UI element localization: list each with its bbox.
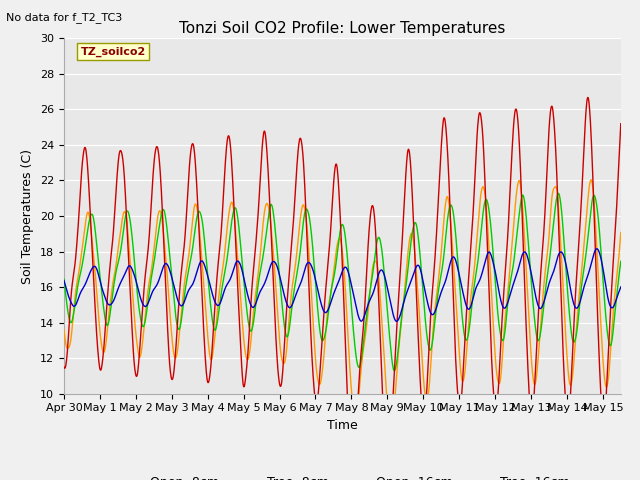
Open -16cm — [390, 368, 398, 373]
Tree -16cm — [271, 260, 279, 265]
Tree -16cm — [221, 287, 228, 293]
Open -8cm — [271, 321, 279, 326]
Tree -8cm — [271, 276, 279, 281]
Open -8cm — [171, 363, 179, 369]
Tree -16cm — [393, 318, 401, 324]
Tree -8cm — [617, 229, 625, 235]
Open -16cm — [160, 207, 168, 213]
Open -16cm — [482, 197, 490, 203]
Tree -16cm — [171, 285, 179, 291]
Title: Tonzi Soil CO2 Profile: Lower Temperatures: Tonzi Soil CO2 Profile: Lower Temperatur… — [179, 21, 506, 36]
Text: No data for f_T2_TC3: No data for f_T2_TC3 — [6, 12, 123, 23]
Text: TZ_soilco2: TZ_soilco2 — [81, 47, 146, 57]
Line: Open -8cm: Open -8cm — [64, 97, 621, 468]
Open -8cm — [617, 121, 625, 127]
Tree -8cm — [387, 432, 394, 437]
Open -16cm — [543, 272, 551, 278]
Open -8cm — [543, 158, 551, 164]
Tree -8cm — [482, 197, 490, 203]
Tree -16cm — [593, 246, 601, 252]
Open -8cm — [348, 465, 356, 471]
Open -8cm — [584, 95, 592, 100]
Tree -16cm — [60, 278, 68, 284]
Tree -16cm — [160, 263, 168, 268]
Legend: Open -8cm, Tree -8cm, Open -16cm, Tree -16cm: Open -8cm, Tree -8cm, Open -16cm, Tree -… — [110, 471, 575, 480]
Line: Tree -8cm: Tree -8cm — [64, 180, 621, 434]
Open -16cm — [554, 191, 562, 196]
Tree -8cm — [160, 236, 168, 241]
Open -16cm — [221, 271, 228, 276]
Tree -8cm — [171, 354, 179, 360]
Line: Open -16cm: Open -16cm — [64, 193, 621, 371]
Open -8cm — [60, 364, 68, 370]
Tree -8cm — [60, 327, 68, 333]
Tree -16cm — [617, 284, 625, 290]
Open -16cm — [60, 276, 68, 282]
Tree -16cm — [482, 257, 490, 263]
Line: Tree -16cm: Tree -16cm — [64, 249, 621, 321]
Tree -8cm — [221, 250, 228, 256]
Tree -16cm — [543, 286, 551, 292]
Y-axis label: Soil Temperatures (C): Soil Temperatures (C) — [22, 148, 35, 284]
Tree -8cm — [543, 250, 551, 255]
Open -8cm — [482, 196, 490, 202]
Open -16cm — [271, 227, 279, 232]
Open -8cm — [160, 243, 168, 249]
Open -16cm — [171, 301, 179, 307]
Open -16cm — [617, 258, 625, 264]
Open -8cm — [221, 171, 228, 177]
Tree -8cm — [588, 177, 595, 183]
X-axis label: Time: Time — [327, 419, 358, 432]
